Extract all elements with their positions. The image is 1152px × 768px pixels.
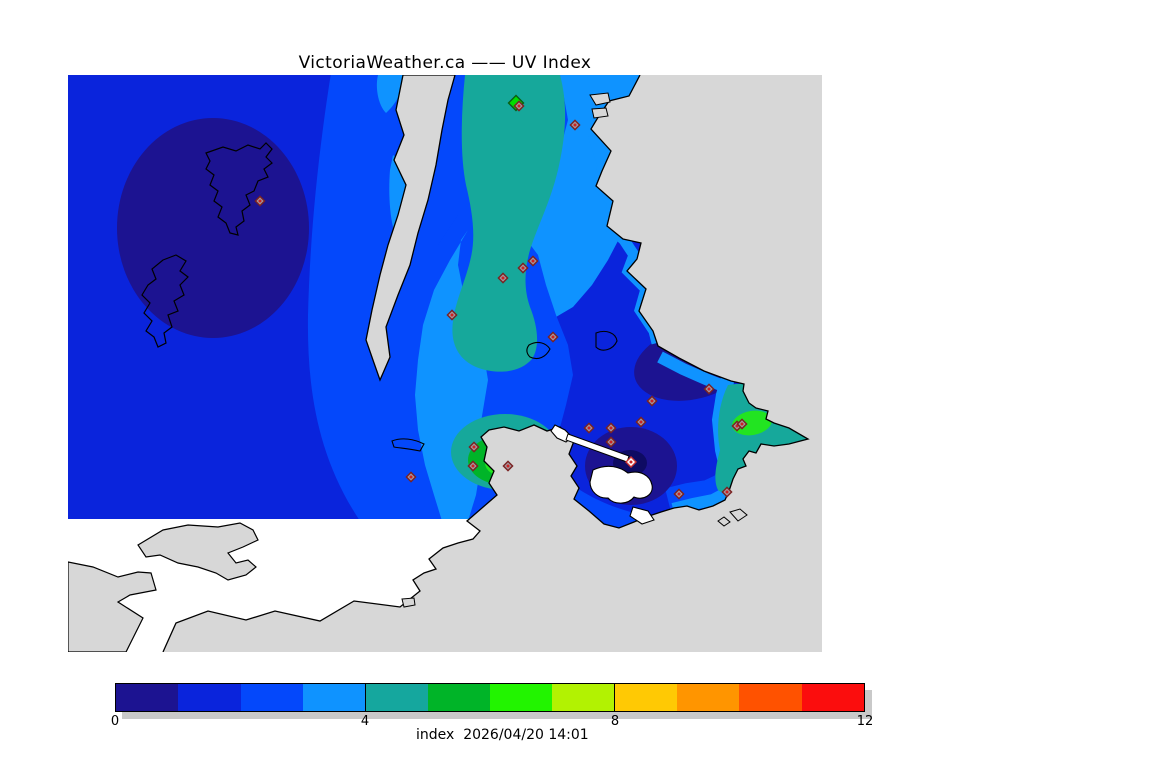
- island-outline-central: [526, 341, 551, 360]
- station-marker-dot-3: [573, 123, 577, 127]
- station-marker-dot-20: [740, 422, 744, 426]
- contour-level4-peninsula-ne: [520, 75, 640, 325]
- island-southwest: [137, 522, 259, 581]
- contour-level1-nw-low: [117, 118, 309, 338]
- contour-level4-coast-pocket1: [376, 75, 405, 113]
- contour-level4-bay-north-band: [657, 351, 729, 393]
- islet-north2: [591, 107, 609, 119]
- islet-north1: [589, 92, 611, 106]
- color-scale-tick-line-4: [364, 684, 366, 711]
- station-marker-dot-4: [531, 259, 535, 263]
- station-marker-dot-21: [677, 492, 681, 496]
- color-scale-label-12: 12: [856, 714, 874, 729]
- island-outline-west: [391, 438, 425, 452]
- color-scale-label-0: 0: [110, 714, 120, 729]
- station-marker-dot-22: [725, 490, 729, 494]
- station-marker-dot-13: [587, 426, 591, 430]
- station-marker-dot-5: [521, 266, 525, 270]
- station-marker-dot-9: [650, 399, 654, 403]
- station-marker-dot-18: [629, 460, 633, 464]
- land-southwest-corner: [68, 561, 157, 652]
- islet-south: [401, 597, 416, 608]
- color-scale-segment-0: [116, 684, 179, 711]
- color-scale-segment-11: [801, 684, 864, 711]
- islet-southeast2: [717, 516, 731, 527]
- station-marker-dot-10: [707, 387, 711, 391]
- color-scale-label-8: 8: [610, 714, 620, 729]
- uv-index-map: [68, 75, 822, 652]
- color-scale-segment-1: [178, 684, 241, 711]
- page-title: VictoriaWeather.ca —— UV Index: [298, 53, 592, 73]
- station-marker-dot-23: [409, 475, 413, 479]
- color-scale-segment-3: [302, 684, 366, 711]
- color-scale-segment-7: [552, 684, 615, 711]
- color-scale-segment-9: [676, 684, 740, 711]
- scale-caption: index 2026/04/20 14:01: [416, 727, 589, 743]
- contour-level5-snake: [452, 75, 566, 372]
- station-marker-dot-0: [258, 199, 262, 203]
- color-scale-segment-8: [614, 684, 677, 711]
- island-outline-central2: [595, 330, 618, 351]
- station-markers-layer: [254, 94, 748, 500]
- island-outline-nw2: [141, 254, 189, 348]
- islet-southeast1: [729, 508, 748, 522]
- station-marker-dot-2: [517, 104, 521, 108]
- color-scale-segment-2: [240, 684, 303, 711]
- station-marker-dot-17: [506, 464, 510, 468]
- station-marker-dot-16: [471, 464, 475, 468]
- station-marker-dot-7: [450, 313, 454, 317]
- isthmus-strip: [365, 75, 456, 382]
- station-marker-dot-15: [472, 445, 476, 449]
- station-marker-dot-12: [609, 426, 613, 430]
- coastline-east: [162, 75, 810, 652]
- color-scale-label-4: 4: [360, 714, 370, 729]
- station-marker-dot-6: [501, 276, 505, 280]
- color-scale-segment-10: [739, 684, 802, 711]
- color-scale-segment-4: [365, 684, 428, 711]
- map-canvas: [68, 75, 822, 652]
- color-scale-tick-labels: 0 4 8 12: [111, 714, 873, 729]
- mainland-east: [163, 75, 822, 652]
- island-outline-nw1: [205, 142, 273, 236]
- white-land-blob: [589, 465, 653, 504]
- color-scale-tick-line-8: [614, 684, 616, 711]
- white-land-blob2: [629, 506, 655, 525]
- station-marker-dot-11: [639, 420, 643, 424]
- station-marker-dot-14: [609, 440, 613, 444]
- station-marker-dot-8: [551, 335, 555, 339]
- uv-color-scale-bar: [115, 683, 865, 712]
- color-scale-segment-5: [427, 684, 490, 711]
- color-scale-segment-6: [489, 684, 553, 711]
